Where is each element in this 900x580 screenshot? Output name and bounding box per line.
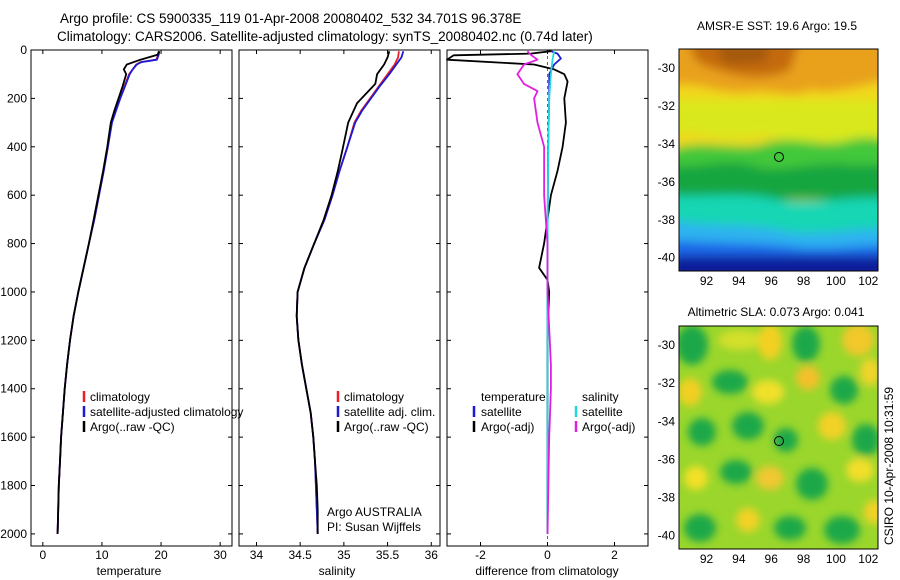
temperature-panel-frame	[30, 49, 233, 547]
map-x-tick-label: 100	[826, 552, 846, 566]
legend-entry-temp-argo: Argo(-adj)	[481, 420, 534, 434]
map-x-tick-label: 100	[826, 274, 846, 288]
legend-entry-argo: Argo(..raw -QC)	[90, 420, 175, 434]
sla-map-frame	[678, 325, 879, 550]
pi-annotation: PI: Susan Wijffels	[327, 520, 421, 534]
salinity-panel-frame	[238, 49, 441, 547]
figure-title-line2: Climatology: CARS2006. Satellite-adjuste…	[57, 29, 593, 44]
legend-entry-climatology: climatology	[344, 390, 404, 404]
sst-map-title: AMSR-E SST: 19.6 Argo: 19.5	[697, 19, 857, 33]
map-x-tick-label: 92	[700, 552, 714, 566]
y-tick-label: 400	[7, 140, 27, 154]
map-x-tick-label: 96	[765, 552, 779, 566]
sst-heatmap	[679, 49, 878, 271]
csiro-timestamp-label: CSIRO 10-Apr-2008 10:31:59	[882, 387, 896, 545]
y-tick-label: 1600	[0, 430, 27, 444]
agency-annotation: Argo AUSTRALIA	[327, 505, 422, 519]
x-tick-label: 30	[213, 548, 227, 562]
map-y-tick-label: -30	[658, 61, 676, 75]
salinity-axis-label: salinity	[319, 564, 356, 578]
legend-entry-climatology: climatology	[90, 390, 150, 404]
y-tick-label: 600	[7, 188, 27, 202]
legend-entry-sal-satellite: satellite	[582, 405, 623, 419]
legend-heading-salinity: salinity	[582, 390, 619, 404]
sst-map-frame	[678, 48, 879, 272]
difference-legend: temperature satellite Argo(-adj) salinit…	[472, 390, 635, 434]
legend-entry-satellite: satellite adj. clim.	[344, 405, 435, 419]
map-y-tick-label: -40	[658, 529, 676, 543]
map-y-tick-label: -38	[658, 213, 676, 227]
x-tick-label: 10	[95, 548, 109, 562]
x-tick-label: -2	[475, 548, 486, 562]
x-tick-label: 35	[337, 548, 351, 562]
x-tick-label: 34.5	[288, 548, 312, 562]
x-tick-label: 20	[154, 548, 168, 562]
sla-map-title: Altimetric SLA: 0.073 Argo: 0.041	[688, 305, 865, 319]
map-y-tick-label: -38	[658, 491, 676, 505]
map-y-tick-label: -32	[658, 99, 676, 113]
map-x-tick-label: 98	[797, 552, 811, 566]
map-y-tick-label: -36	[658, 175, 676, 189]
temperature-legend: climatology satellite-adjusted climatolo…	[82, 390, 243, 434]
y-tick-label: 0	[20, 43, 27, 57]
y-tick-label: 800	[7, 237, 27, 251]
temperature-axis-label: temperature	[97, 564, 162, 578]
y-tick-label: 2000	[0, 527, 27, 541]
salinity-legend: climatology satellite adj. clim. Argo(..…	[336, 390, 435, 434]
legend-heading-temperature: temperature	[481, 390, 546, 404]
series-line-argo-raw-qc	[56, 50, 161, 534]
map-y-tick-label: -34	[658, 137, 676, 151]
map-y-tick-label: -40	[658, 251, 676, 265]
sla-heatmap	[679, 326, 878, 549]
map-x-tick-label: 92	[700, 274, 714, 288]
map-x-tick-label: 94	[732, 552, 746, 566]
x-tick-label: 34	[250, 548, 264, 562]
sla-float-marker	[774, 436, 784, 446]
map-y-tick-label: -36	[658, 452, 676, 466]
map-x-tick-label: 96	[765, 274, 779, 288]
y-tick-label: 200	[7, 91, 27, 105]
x-tick-label: 36	[425, 548, 439, 562]
series-line-satellite-adj-clim	[295, 50, 405, 534]
x-tick-label: 0	[39, 548, 46, 562]
x-tick-label: 2	[611, 548, 618, 562]
series-line-salinity-argo-adj	[516, 50, 552, 534]
y-tick-label: 1800	[0, 479, 27, 493]
map-y-tick-label: -30	[658, 338, 676, 352]
x-tick-label: 35.5	[376, 548, 400, 562]
map-x-tick-label: 102	[858, 552, 878, 566]
map-x-tick-label: 102	[858, 274, 878, 288]
map-y-tick-label: -34	[658, 414, 676, 428]
legend-entry-satellite: satellite-adjusted climatology	[90, 405, 243, 419]
profile-series	[56, 50, 569, 534]
x-tick-label: 0	[544, 548, 551, 562]
difference-axis-label: difference from climatology	[475, 564, 618, 578]
legend-entry-sal-argo: Argo(-adj)	[582, 420, 635, 434]
y-tick-label: 1400	[0, 382, 27, 396]
series-line-argo-raw-qc	[295, 50, 391, 534]
legend-entry-argo: Argo(..raw -QC)	[344, 420, 429, 434]
y-tick-label: 1200	[0, 333, 27, 347]
y-tick-label: 1000	[0, 285, 27, 299]
series-line-satellite-adjusted-climatology	[56, 51, 161, 534]
figure-title-line1: Argo profile: CS 5900335_119 01-Apr-2008…	[60, 11, 521, 26]
map-x-tick-label: 94	[732, 274, 746, 288]
series-line-climatology	[56, 51, 160, 534]
map-y-tick-label: -32	[658, 376, 676, 390]
legend-entry-temp-satellite: satellite	[481, 405, 522, 419]
map-x-tick-label: 98	[797, 274, 811, 288]
sst-float-marker	[774, 152, 784, 162]
